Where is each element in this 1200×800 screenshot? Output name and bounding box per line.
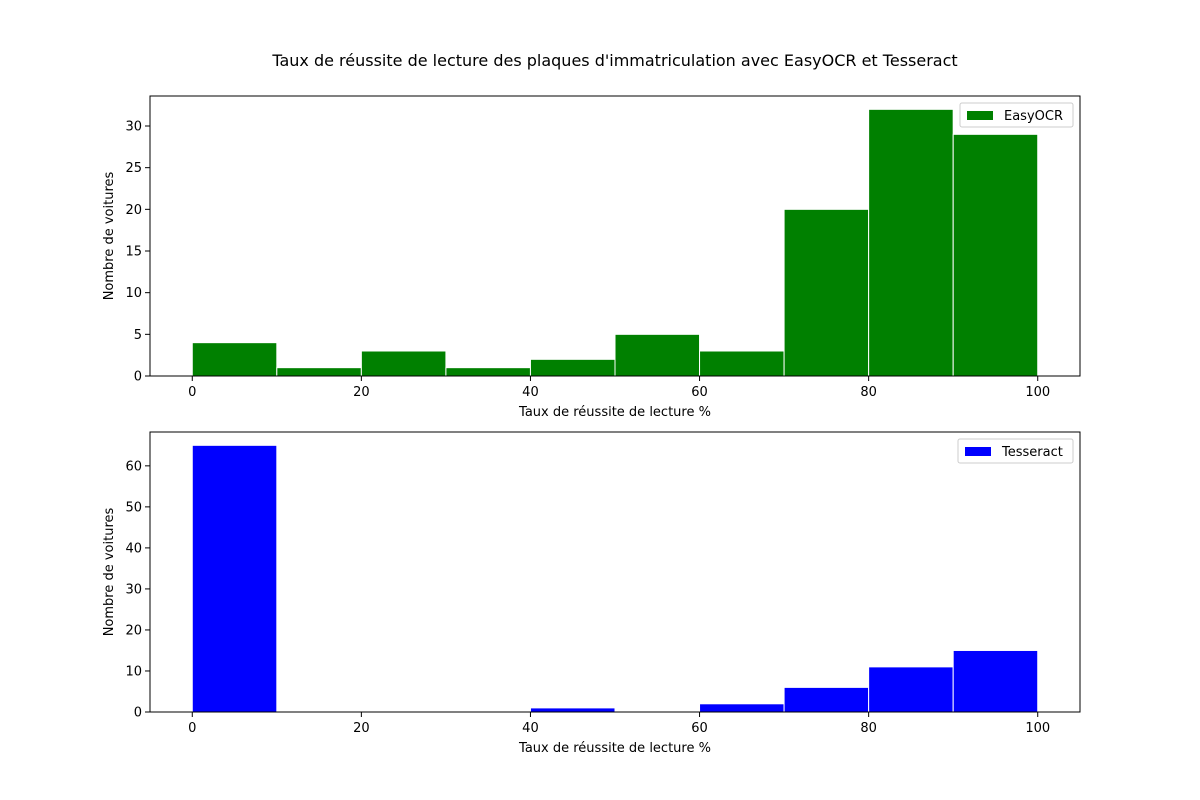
easyocr-bar-1	[276, 367, 362, 377]
tesseract-bar-8	[868, 666, 954, 713]
tesseract-legend-label: Tesseract	[1001, 445, 1063, 460]
tesseract-bar-6	[699, 703, 785, 713]
easyocr-bar-7	[783, 208, 870, 377]
easyocr-x-tick-label: 80	[860, 385, 877, 400]
tesseract-bar-4	[529, 707, 616, 713]
tesseract-y-tick-label: 40	[125, 541, 142, 556]
easyocr-y-tick-label: 30	[125, 120, 142, 135]
tesseract-legend-box	[957, 438, 1074, 464]
easyocr-axes-frame	[149, 95, 1081, 377]
tesseract-y-ticks: 0 10 20 30 40 50 60	[125, 459, 150, 721]
tesseract-legend-swatch	[965, 447, 991, 456]
easyocr-x-tick-label: 60	[691, 385, 708, 400]
tesseract-x-tick-label: 0	[188, 721, 196, 736]
tesseract-histogram: 0 20 40 60 80 100 0 10 20 30 40 50 60 Taux de réuss…	[102, 431, 1081, 756]
easyocr-bar-3	[445, 367, 531, 377]
tesseract-x-tick-label: 20	[353, 721, 370, 736]
tesseract-y-axis-label: Nombre de voitures	[102, 507, 117, 636]
easyocr-bar-5	[614, 333, 701, 377]
tesseract-y-tick-label: 0	[134, 706, 142, 721]
tesseract-x-tick-label: 100	[1025, 721, 1050, 736]
tesseract-axes-frame	[149, 431, 1081, 713]
tesseract-x-ticks: 0 20 40 60 80 100	[188, 712, 1050, 736]
easyocr-x-tick-label: 0	[188, 385, 196, 400]
easyocr-y-tick-label: 25	[125, 161, 142, 176]
easyocr-x-tick-label: 40	[522, 385, 539, 400]
easyocr-legend-label: EasyOCR	[1004, 109, 1063, 124]
tesseract-y-tick-label: 50	[125, 500, 142, 515]
tesseract-y-tick-label: 10	[125, 664, 142, 679]
tesseract-bars	[191, 444, 1039, 713]
easyocr-y-tick-label: 0	[134, 370, 142, 385]
easyocr-y-tick-label: 5	[134, 328, 142, 343]
easyocr-x-ticks: 0 20 40 60 80 100	[188, 376, 1050, 400]
easyocr-y-ticks: 0 5 10 15 20 25 30	[125, 120, 150, 385]
tesseract-legend: Tesseract	[957, 438, 1074, 464]
tesseract-y-tick-label: 20	[125, 623, 142, 638]
easyocr-legend-box	[959, 102, 1074, 128]
easyocr-bar-0	[191, 342, 278, 377]
easyocr-bar-8	[868, 108, 954, 377]
tesseract-x-tick-label: 40	[522, 721, 539, 736]
easyocr-bar-6	[699, 350, 785, 377]
easyocr-bar-9	[952, 133, 1039, 377]
tesseract-bar-7	[783, 686, 870, 713]
easyocr-bars	[191, 108, 1039, 377]
easyocr-x-axis-label: Taux de réussite de lecture %	[518, 405, 711, 420]
tesseract-bar-0	[191, 444, 278, 713]
tesseract-y-tick-label: 60	[125, 459, 142, 474]
easyocr-bar-2	[360, 350, 447, 377]
tesseract-y-tick-label: 30	[125, 582, 142, 597]
easyocr-legend-swatch	[967, 111, 993, 120]
easyocr-y-axis-label: Nombre de voitures	[102, 171, 117, 300]
easyocr-y-tick-label: 20	[125, 203, 142, 218]
tesseract-x-axis-label: Taux de réussite de lecture %	[518, 741, 711, 756]
easyocr-histogram: 0 20 40 60 80 100 0 5 10 15 20 25 30 Taux de réussi…	[102, 95, 1081, 420]
easyocr-x-tick-label: 20	[353, 385, 370, 400]
figure-title: Taux de réussite de lecture des plaques …	[271, 51, 957, 70]
tesseract-x-tick-label: 60	[691, 721, 708, 736]
easyocr-y-tick-label: 15	[125, 245, 142, 260]
easyocr-bar-4	[529, 358, 616, 377]
easyocr-legend: EasyOCR	[959, 102, 1074, 128]
easyocr-x-tick-label: 100	[1025, 385, 1050, 400]
tesseract-x-tick-label: 80	[860, 721, 877, 736]
tesseract-bar-9	[952, 649, 1039, 713]
easyocr-y-tick-label: 10	[125, 286, 142, 301]
